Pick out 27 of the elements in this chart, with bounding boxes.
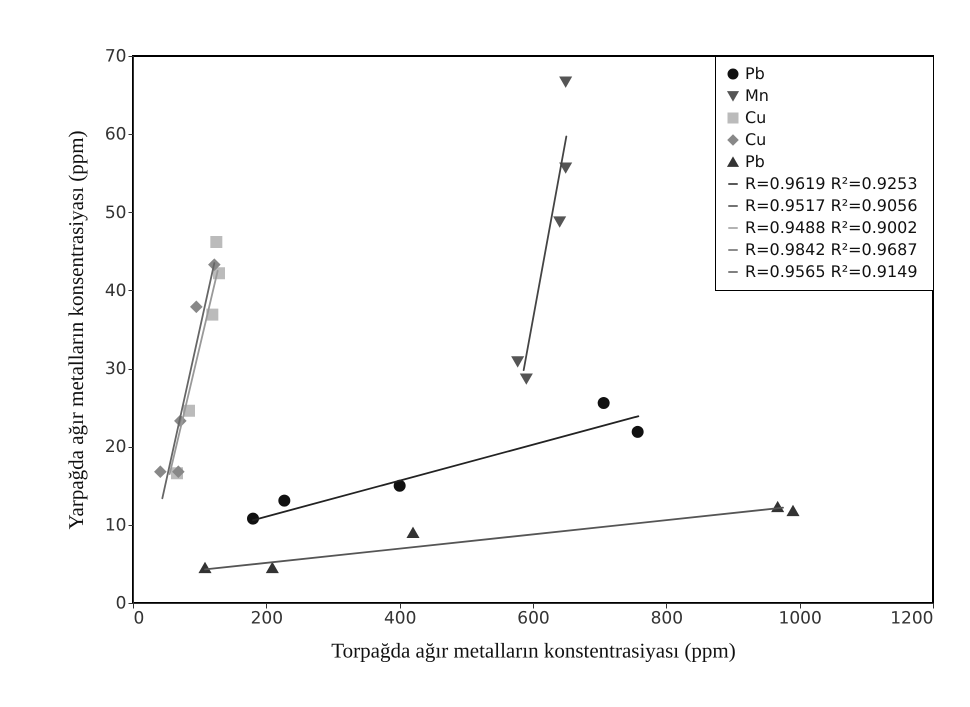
legend-label: R=0.9488 R²=0.9002 [745,218,918,237]
legend-label: R=0.9842 R²=0.9687 [745,240,918,259]
y-tick-label: 20 [104,437,126,458]
legend-label: R=0.9565 R²=0.9149 [745,262,918,281]
x-tick-label: 1000 [778,608,822,628]
x-tick-label: 800 [650,608,684,628]
y-tick-label: 10 [104,515,126,536]
legend-label: Cu [745,108,766,127]
legend-label: Pb [745,152,765,171]
y-tick-label: 50 [104,202,126,223]
x-axis-title: Torpağda ağır metalların konstentrasiyası (ppm) [331,638,736,662]
x-tick-label: 1200 [890,608,934,628]
x-tick-label: 600 [517,608,550,628]
y-tick-label: 60 [104,124,126,145]
y-tick-label: 70 [104,46,126,66]
legend-label: Pb [745,64,765,83]
y-tick-label: 30 [104,359,126,380]
x-tick-label: 0 [134,608,144,628]
y-tick-label: 40 [104,280,126,301]
legend-label: Mn [745,86,769,105]
y-axis-title: Yarpağda ağır metalların konsentrasiyası (ppm) [64,130,88,530]
x-tick-label: 200 [250,608,284,628]
x-tick-label: 400 [384,608,416,628]
legend-label: Cu [745,130,766,149]
legend-label: R=0.9517 R²=0.9056 [745,196,918,215]
legend-label: R=0.9619 R²=0.9253 [745,174,918,193]
y-tick-label: 0 [116,594,126,614]
